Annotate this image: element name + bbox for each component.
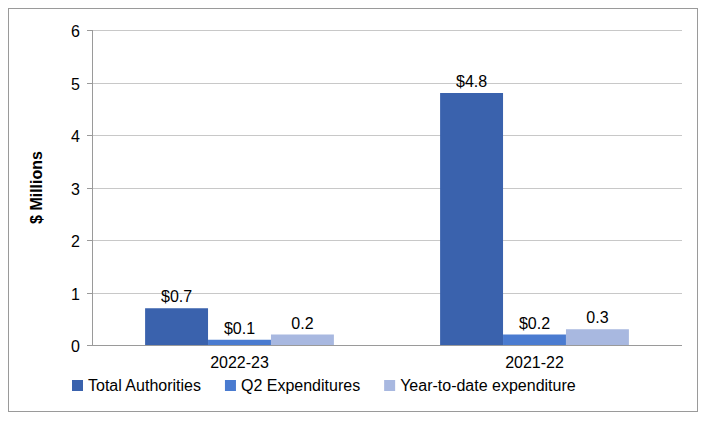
legend-label: Total Authorities	[88, 377, 201, 394]
data-label: 0.2	[291, 315, 313, 332]
bar	[503, 335, 566, 346]
grid-line	[92, 188, 682, 189]
data-label: $0.7	[161, 288, 192, 305]
y-tick-label: 2	[71, 233, 80, 250]
y-tick-label: 5	[71, 76, 80, 93]
x-tick-label: 2022-23	[210, 354, 269, 371]
y-tick	[87, 188, 92, 189]
grid-line	[92, 345, 682, 346]
bars	[145, 93, 629, 345]
x-tick-label: 2021-22	[505, 354, 564, 371]
legend-swatch	[72, 380, 83, 391]
legend-label: Q2 Expenditures	[241, 377, 360, 394]
y-tick	[87, 293, 92, 294]
legend-swatch	[384, 380, 395, 391]
y-tick-label: 3	[71, 181, 80, 198]
y-tick	[87, 30, 92, 31]
y-axis	[92, 30, 93, 345]
y-tick	[87, 345, 92, 346]
grid-line	[92, 30, 682, 31]
legend-label: Year-to-date expenditure	[400, 377, 576, 394]
bar	[566, 329, 629, 345]
y-tick-label: 6	[71, 23, 80, 40]
grid-line	[92, 240, 682, 241]
y-tick-label: 1	[71, 286, 80, 303]
data-labels: $0.7 $0.1 0.2 $4.8 $0.2 0.3	[161, 73, 609, 337]
grid-line	[92, 83, 682, 84]
data-label: 0.3	[586, 309, 608, 326]
bar	[208, 340, 271, 345]
grid-line	[92, 135, 682, 136]
legend: Total Authorities Q2 Expenditures Year-to-…	[72, 377, 576, 394]
bar	[440, 93, 503, 345]
chart: 0 1 2 3 4 5 6 $ Millions $0.7 $0.1 0.2 $4.8 $0.2 0.3 2…	[0, 0, 704, 431]
chart-frame	[9, 9, 698, 412]
data-label: $0.1	[224, 320, 255, 337]
x-axis	[92, 345, 682, 346]
y-tick	[87, 83, 92, 84]
y-axis-title: $ Millions	[28, 151, 45, 224]
bar	[271, 335, 334, 346]
y-tick	[87, 240, 92, 241]
bar	[145, 308, 208, 345]
y-tick	[87, 135, 92, 136]
legend-swatch	[225, 380, 236, 391]
y-tick-label: 0	[71, 338, 80, 355]
y-tick-label: 4	[71, 128, 80, 145]
data-label: $4.8	[456, 73, 487, 90]
data-label: $0.2	[519, 315, 550, 332]
